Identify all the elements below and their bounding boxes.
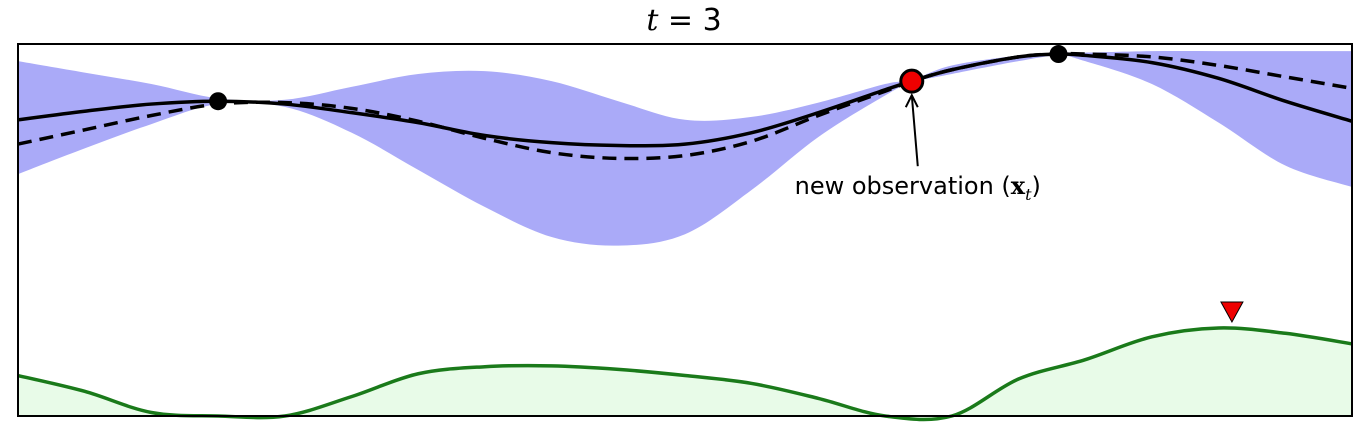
- annotation-subscript: t: [1025, 185, 1032, 204]
- annotation-arrow-line: [910, 95, 919, 167]
- annotation-symbol: x: [1011, 171, 1026, 200]
- plot-frame: [17, 43, 1353, 417]
- title-variable: t: [646, 3, 659, 38]
- observation-point: [1049, 45, 1068, 64]
- confidence-band: [18, 51, 1352, 246]
- acquisition-max-marker: [1220, 301, 1244, 324]
- title-equation: = 3: [658, 3, 721, 38]
- new-observation-point: [899, 68, 925, 94]
- annotation-prefix: new observation (: [795, 172, 1011, 200]
- posterior-mean-line: [17, 52, 1353, 148]
- annotation-label: new observation (xt): [795, 171, 1041, 204]
- plot-area: new observation (xt): [17, 45, 1353, 422]
- annotation-arrow-head: [904, 92, 919, 108]
- observation-point: [209, 92, 228, 111]
- chart-title: t = 3: [646, 3, 721, 38]
- annotation-suffix: ): [1032, 172, 1041, 200]
- acquisition-fill: [18, 327, 1352, 420]
